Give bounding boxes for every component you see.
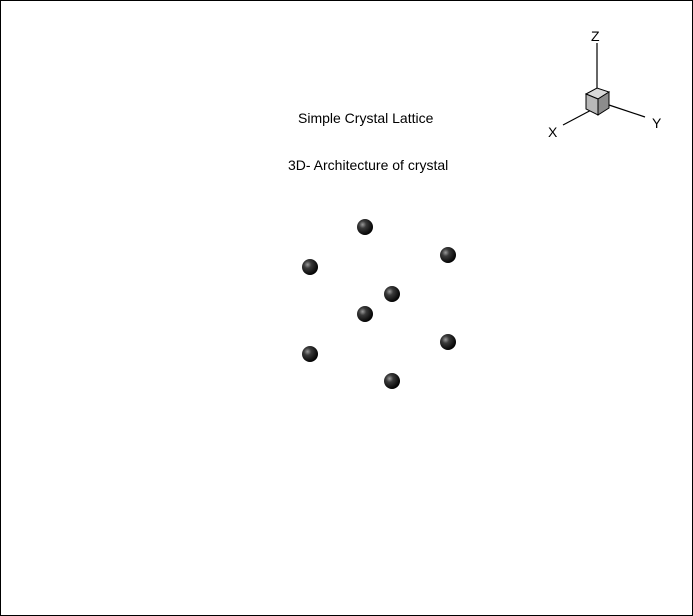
y-axis-label: Y [652, 115, 662, 131]
diagram-subtitle: 3D- Architecture of crystal [288, 157, 449, 173]
atom-4 [384, 286, 400, 302]
atom-7 [302, 346, 318, 362]
z-axis-label: Z [591, 28, 600, 44]
atom-2 [440, 247, 456, 263]
diagram-title: Simple Crystal Lattice [298, 110, 434, 126]
atom-6 [440, 334, 456, 350]
y-axis: Y [608, 104, 662, 131]
axis-triad-icon[interactable]: Z X Y [541, 21, 681, 141]
atom-5 [357, 306, 373, 322]
atom-1 [357, 219, 373, 235]
triad-cube-icon [584, 87, 611, 116]
atom-8 [384, 373, 400, 389]
z-axis: Z [591, 28, 600, 89]
x-axis-label: X [548, 124, 558, 140]
atom-3 [302, 259, 318, 275]
